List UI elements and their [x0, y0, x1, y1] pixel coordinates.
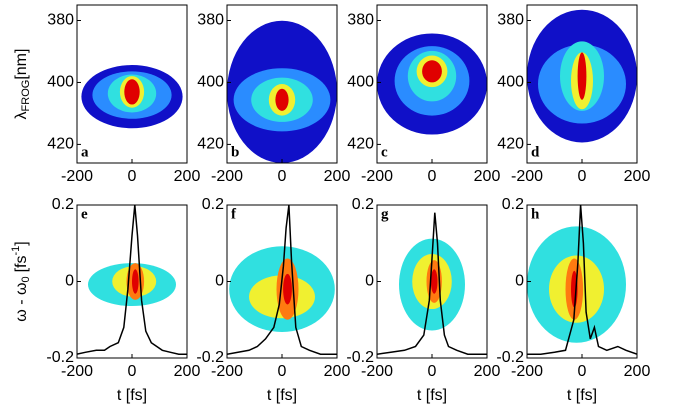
heat-region: [275, 88, 289, 111]
x-tick-label: 200: [174, 168, 201, 185]
heatmap: [377, 33, 487, 135]
panel-label: d: [531, 144, 540, 160]
x-tick-label: 0: [128, 168, 137, 185]
panel-label: a: [81, 144, 89, 160]
y-tick-label: 380: [47, 12, 74, 29]
y-tick-label: 0: [65, 273, 74, 290]
profile-line: [227, 205, 337, 355]
x-tick-label: 0: [578, 168, 587, 185]
heat-region: [124, 79, 140, 105]
x-axis-label: t [fs]: [267, 387, 297, 404]
x-tick-label: 200: [324, 363, 351, 380]
y-tick-label: 400: [347, 74, 374, 91]
y-axis-label: ω - ω0 [fs-1]: [10, 241, 32, 321]
x-tick-label: 0: [128, 363, 137, 380]
y-axis-label-part: ]: [13, 241, 30, 245]
x-tick-label: 200: [174, 363, 201, 380]
x-axis-label: t [fs]: [117, 387, 147, 404]
y-axis-label-part: FROG: [20, 80, 32, 112]
heatmap: [227, 20, 337, 163]
x-tick-label: -200: [361, 363, 393, 380]
x-tick-label: 0: [278, 363, 287, 380]
x-axis-label: t [fs]: [417, 387, 447, 404]
y-tick-label: 400: [47, 74, 74, 91]
y-axis-label-part: ω - ω: [13, 283, 30, 322]
heat-region: [283, 273, 292, 305]
y-axis-label-part: λ: [13, 111, 30, 119]
heatmap: [229, 246, 335, 332]
x-tick-label: 200: [474, 168, 501, 185]
y-tick-label: -0.2: [496, 349, 524, 366]
x-tick-label: 200: [624, 363, 651, 380]
x-tick-label: -200: [511, 363, 543, 380]
heat-region: [132, 269, 139, 294]
profile-line: [527, 205, 637, 355]
x-tick-label: 200: [624, 168, 651, 185]
x-axis-label: t [fs]: [567, 387, 597, 404]
y-tick-label: -0.2: [46, 349, 74, 366]
y-tick-label: -0.2: [346, 349, 374, 366]
heatmap: [81, 65, 183, 129]
x-tick-label: 0: [278, 168, 287, 185]
y-axis-label-part: -1: [10, 246, 22, 256]
x-tick-label: 0: [578, 363, 587, 380]
heatmap: [527, 9, 637, 143]
y-axis-label: λFROG[nm]: [13, 49, 32, 120]
y-tick-label: -0.2: [196, 349, 224, 366]
x-tick-label: 200: [474, 363, 501, 380]
y-tick-label: 0: [215, 273, 224, 290]
profile-line: [77, 205, 187, 355]
x-tick-label: -200: [211, 168, 243, 185]
x-tick-label: -200: [511, 168, 543, 185]
y-tick-label: 0.2: [502, 196, 524, 213]
y-axis-label-part: [nm]: [13, 49, 30, 80]
y-tick-label: 0: [365, 273, 374, 290]
panel-label: g: [381, 206, 389, 222]
panel-label: b: [231, 144, 239, 160]
x-tick-label: 200: [324, 168, 351, 185]
profile-line: [377, 212, 487, 355]
panel-label: f: [231, 206, 237, 222]
x-tick-label: 0: [428, 363, 437, 380]
panel-label: e: [81, 206, 88, 222]
x-tick-label: -200: [61, 363, 93, 380]
y-tick-label: 0.2: [352, 196, 374, 213]
x-tick-label: 0: [428, 168, 437, 185]
heat-region: [577, 52, 587, 100]
y-tick-label: 420: [347, 136, 374, 153]
panel-label: c: [381, 144, 388, 160]
y-tick-label: 0.2: [52, 196, 74, 213]
y-tick-label: 0.2: [202, 196, 224, 213]
y-tick-label: 420: [47, 136, 74, 153]
heatmap: [88, 263, 176, 306]
x-tick-label: -200: [361, 168, 393, 185]
x-tick-label: -200: [61, 168, 93, 185]
y-tick-label: 420: [197, 136, 224, 153]
y-tick-label: 420: [497, 136, 524, 153]
y-tick-label: 380: [497, 12, 524, 29]
x-tick-label: -200: [211, 363, 243, 380]
y-axis-label-part: 0: [20, 276, 32, 282]
panel-label: h: [531, 206, 540, 222]
heat-region: [422, 60, 442, 83]
y-tick-label: 400: [197, 74, 224, 91]
y-tick-label: 0: [515, 273, 524, 290]
heat-region: [430, 269, 438, 294]
y-axis-label-part: [fs: [13, 256, 30, 273]
y-tick-label: 380: [197, 12, 224, 29]
y-tick-label: 380: [347, 12, 374, 29]
y-tick-label: 400: [497, 74, 524, 91]
